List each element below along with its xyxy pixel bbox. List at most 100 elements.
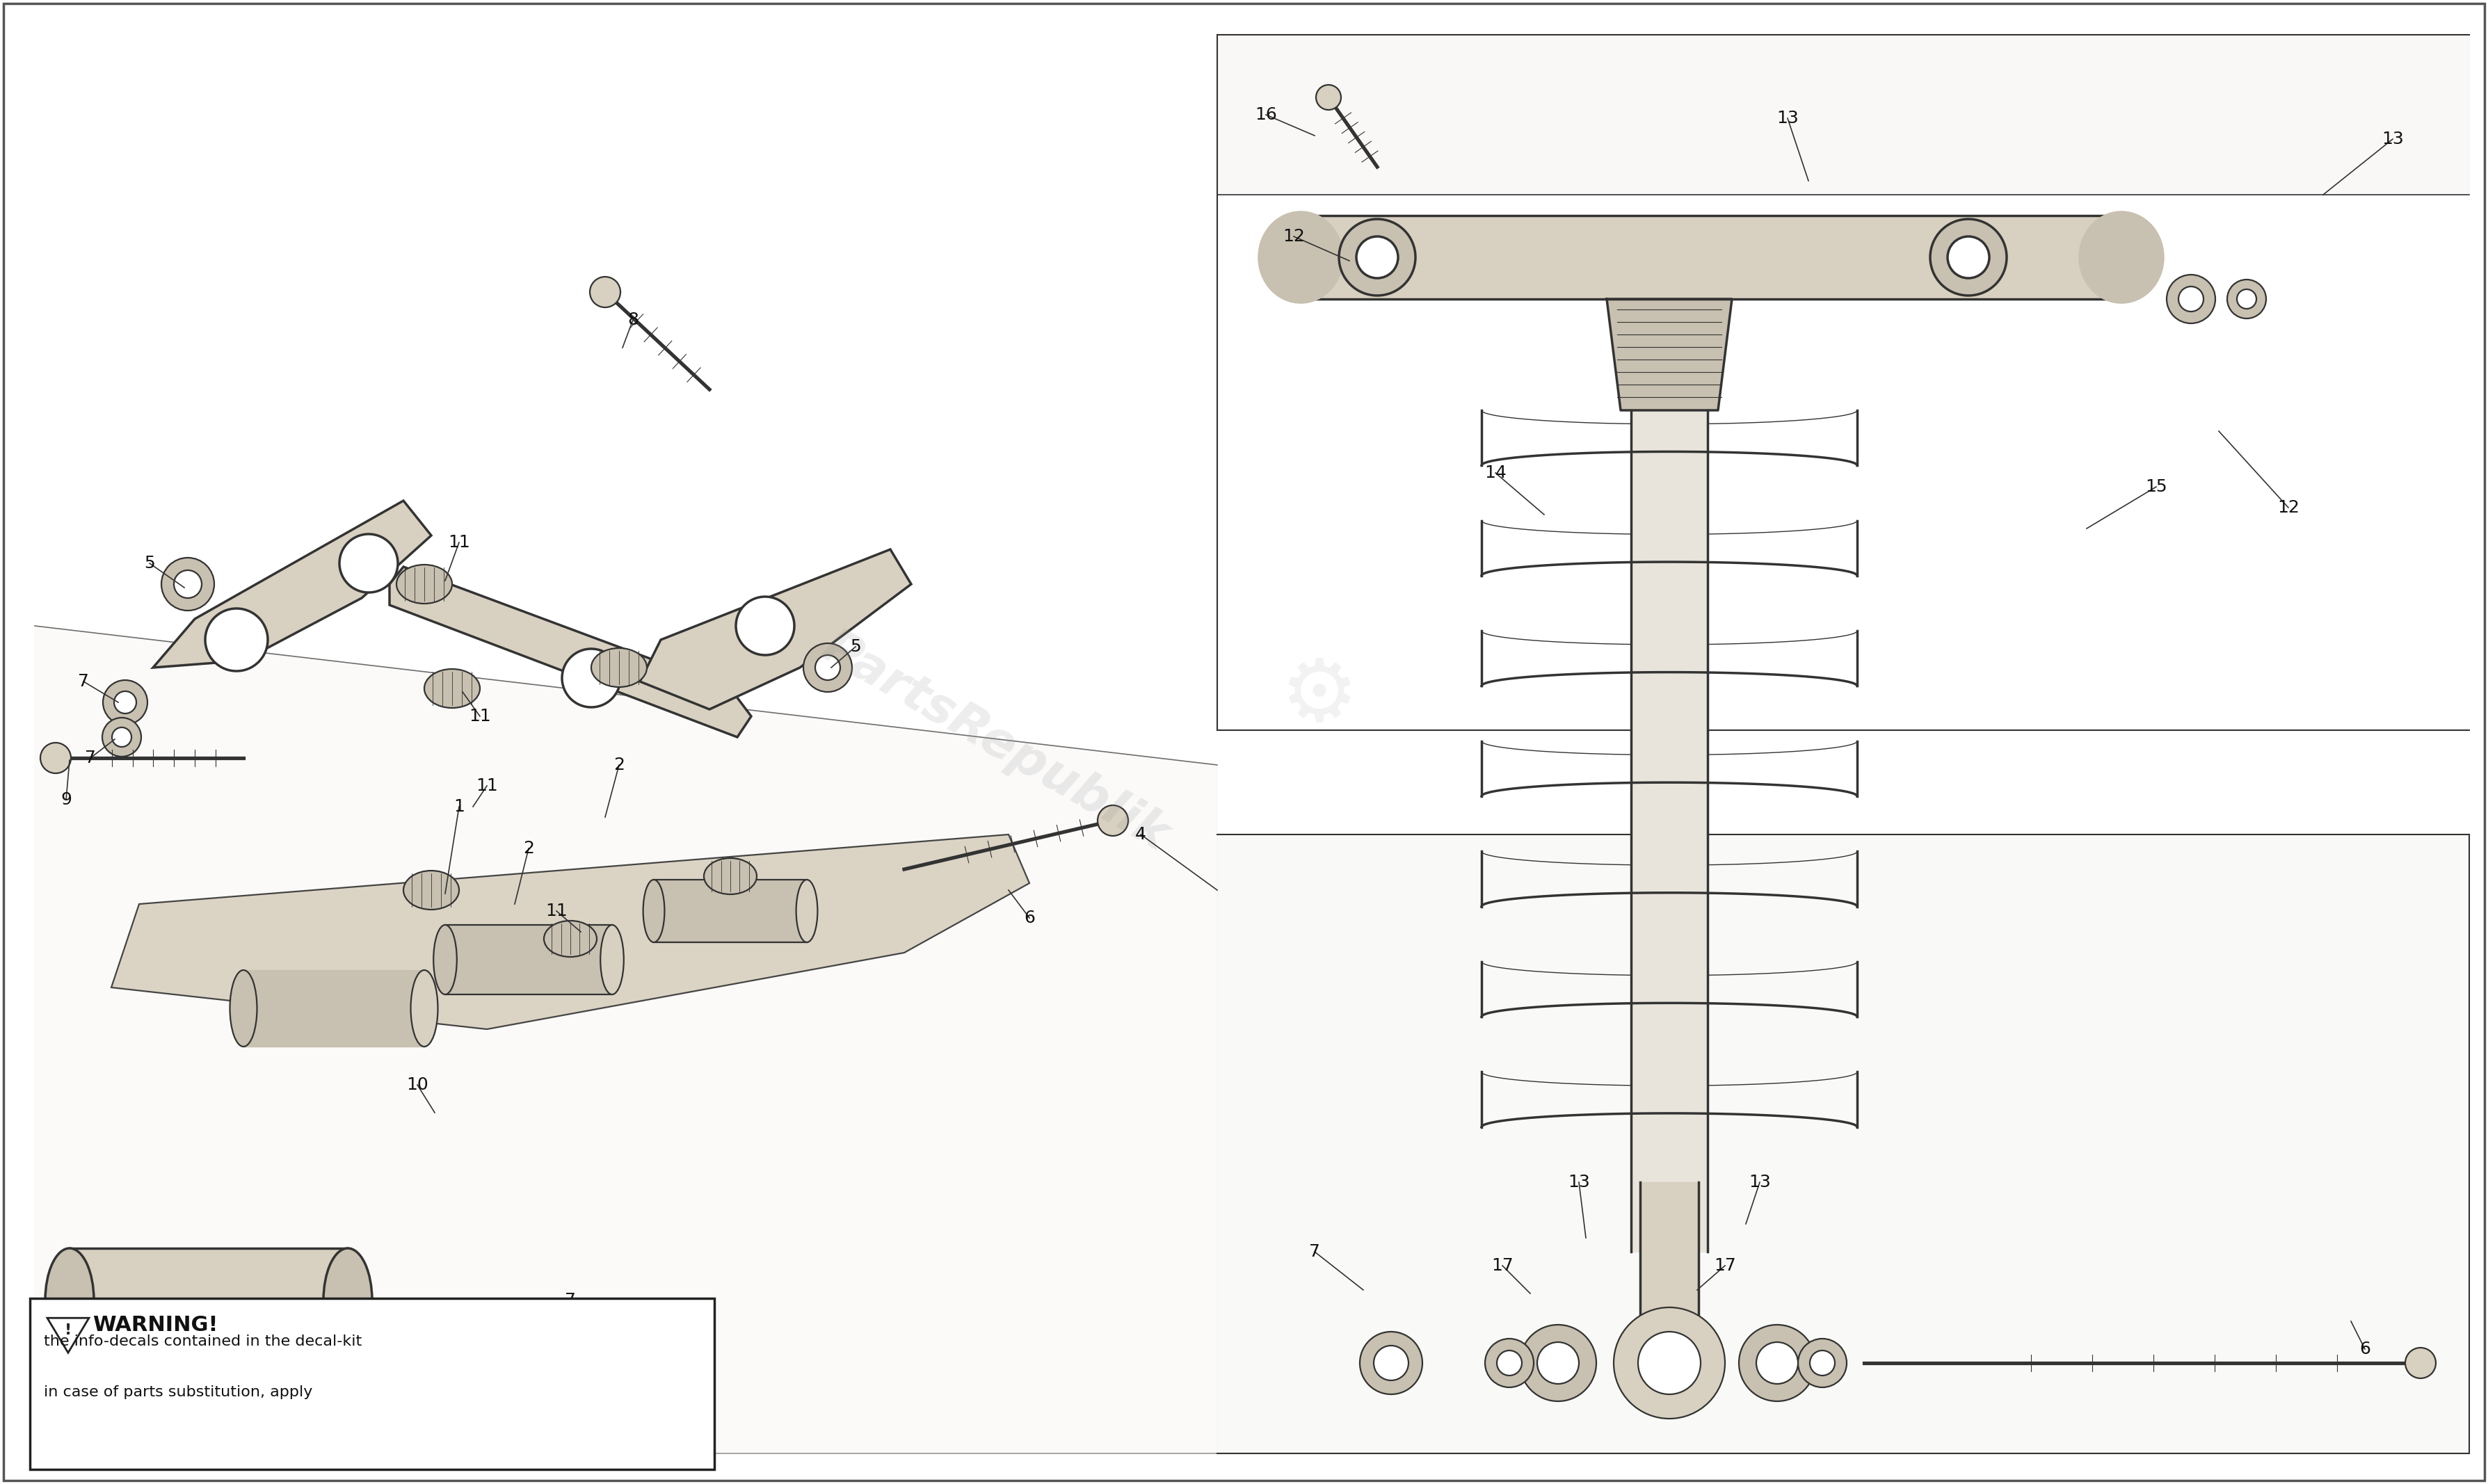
Circle shape [102, 718, 142, 757]
Circle shape [1809, 1350, 1834, 1376]
Circle shape [597, 1389, 615, 1407]
Text: 6: 6 [2359, 1340, 2371, 1358]
Polygon shape [1607, 298, 1732, 410]
Text: 7: 7 [565, 1293, 575, 1309]
Ellipse shape [411, 971, 438, 1046]
Polygon shape [35, 626, 1217, 1453]
Text: 2: 2 [615, 757, 624, 773]
Circle shape [639, 1393, 669, 1423]
Circle shape [1799, 1339, 1846, 1388]
Circle shape [1356, 236, 1398, 278]
Text: 10: 10 [406, 1076, 428, 1094]
Text: 8: 8 [627, 312, 639, 328]
Text: 13: 13 [1749, 1174, 1771, 1190]
Circle shape [1757, 1342, 1799, 1385]
Circle shape [1097, 806, 1127, 835]
Text: 17: 17 [1714, 1257, 1737, 1273]
Polygon shape [1632, 410, 1707, 1251]
Circle shape [1739, 1325, 1816, 1401]
Polygon shape [639, 549, 911, 709]
Ellipse shape [545, 920, 597, 957]
Circle shape [634, 1330, 674, 1368]
Polygon shape [244, 971, 425, 1046]
Polygon shape [1640, 1183, 1699, 1321]
Polygon shape [112, 834, 1030, 1030]
Ellipse shape [229, 971, 256, 1046]
Text: 12: 12 [1284, 229, 1304, 245]
Text: 15: 15 [2145, 478, 2167, 496]
Circle shape [1498, 1350, 1523, 1376]
Text: 11: 11 [545, 902, 567, 919]
Polygon shape [1301, 215, 2122, 298]
Text: 7: 7 [77, 674, 90, 690]
Circle shape [2227, 279, 2267, 319]
Circle shape [816, 654, 841, 680]
Text: ⚙: ⚙ [1279, 656, 1358, 739]
Text: !: ! [65, 1324, 72, 1337]
Circle shape [2167, 275, 2214, 324]
Circle shape [1948, 236, 1990, 278]
Circle shape [595, 1325, 615, 1346]
Text: 16: 16 [1254, 107, 1276, 123]
Circle shape [112, 727, 132, 746]
Circle shape [1339, 220, 1416, 295]
Polygon shape [47, 1318, 90, 1353]
Circle shape [1361, 1331, 1423, 1395]
Text: 10: 10 [490, 1389, 513, 1407]
Ellipse shape [2080, 212, 2162, 303]
Polygon shape [1217, 834, 2468, 1453]
Text: 3: 3 [75, 1376, 85, 1392]
Text: WARNING!: WARNING! [92, 1315, 219, 1336]
Text: 2: 2 [383, 1383, 396, 1399]
Circle shape [647, 1401, 662, 1416]
Circle shape [162, 558, 214, 610]
Circle shape [114, 692, 137, 714]
Circle shape [338, 534, 398, 592]
Text: 7: 7 [85, 749, 97, 766]
Circle shape [1373, 1346, 1408, 1380]
Bar [30, 1298, 714, 1469]
Ellipse shape [600, 925, 624, 994]
Circle shape [1485, 1339, 1533, 1388]
Circle shape [804, 643, 851, 692]
Text: 1: 1 [313, 1417, 326, 1434]
Circle shape [1538, 1342, 1580, 1385]
Circle shape [2237, 289, 2257, 309]
Ellipse shape [45, 1248, 95, 1352]
Ellipse shape [1259, 212, 1344, 303]
Text: the info-decals contained in the decal-kit: the info-decals contained in the decal-k… [45, 1334, 361, 1347]
Circle shape [590, 278, 620, 307]
Text: 13: 13 [2381, 131, 2403, 147]
Text: 11: 11 [468, 708, 490, 724]
Circle shape [1615, 1307, 1724, 1419]
Circle shape [585, 1315, 627, 1356]
Text: 7: 7 [1309, 1244, 1321, 1260]
Circle shape [40, 742, 72, 773]
Circle shape [562, 649, 620, 708]
Circle shape [1316, 85, 1341, 110]
Circle shape [174, 570, 202, 598]
Circle shape [1520, 1325, 1597, 1401]
Ellipse shape [323, 1248, 373, 1352]
Polygon shape [445, 925, 612, 994]
Polygon shape [70, 1248, 348, 1352]
Text: 9: 9 [60, 791, 72, 809]
Text: 13: 13 [1776, 110, 1799, 126]
Ellipse shape [796, 880, 819, 942]
Text: 2: 2 [522, 840, 535, 856]
Ellipse shape [396, 565, 453, 604]
Polygon shape [391, 567, 751, 738]
Polygon shape [154, 500, 430, 668]
Text: 12: 12 [2277, 499, 2299, 516]
Text: 6: 6 [1025, 910, 1035, 926]
Ellipse shape [403, 871, 460, 910]
Text: 11: 11 [448, 534, 470, 551]
Text: 11: 11 [475, 778, 498, 794]
Circle shape [530, 1379, 555, 1404]
Circle shape [204, 608, 269, 671]
Text: 5: 5 [144, 555, 154, 571]
Circle shape [587, 1380, 622, 1416]
Ellipse shape [704, 858, 756, 895]
Circle shape [644, 1340, 664, 1359]
Ellipse shape [433, 925, 458, 994]
